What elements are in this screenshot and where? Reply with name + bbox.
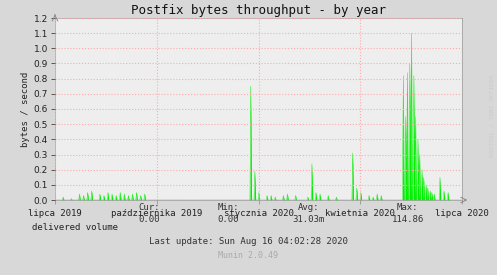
Text: delivered volume: delivered volume [32, 223, 118, 232]
Text: Min:: Min: [218, 203, 240, 212]
Text: RRDTOOL / TOBI OETIKER: RRDTOOL / TOBI OETIKER [490, 74, 495, 157]
Y-axis label: bytes / second: bytes / second [20, 72, 29, 147]
Text: Last update: Sun Aug 16 04:02:28 2020: Last update: Sun Aug 16 04:02:28 2020 [149, 237, 348, 246]
Text: 0.00: 0.00 [138, 215, 160, 224]
Title: Postfix bytes throughput - by year: Postfix bytes throughput - by year [131, 4, 386, 17]
Text: 114.86: 114.86 [392, 215, 423, 224]
Text: Avg:: Avg: [297, 203, 319, 212]
Text: 0.00: 0.00 [218, 215, 240, 224]
Text: Cur:: Cur: [138, 203, 160, 212]
Text: 31.03m: 31.03m [292, 215, 324, 224]
Text: Munin 2.0.49: Munin 2.0.49 [219, 251, 278, 260]
Text: Max:: Max: [397, 203, 418, 212]
